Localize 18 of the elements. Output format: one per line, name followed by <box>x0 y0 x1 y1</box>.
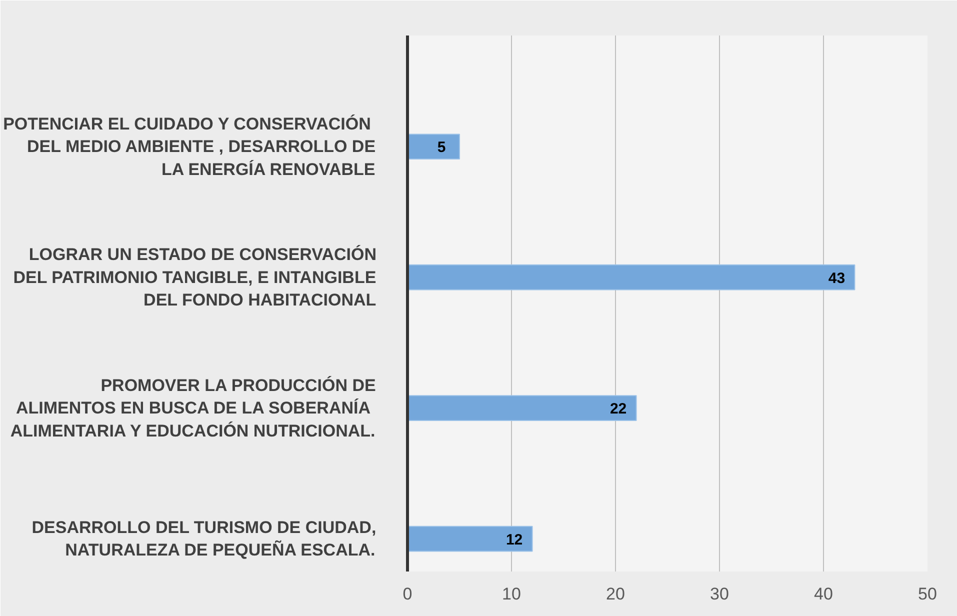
x-tick-label: 40 <box>814 584 833 604</box>
x-tick-label: 50 <box>918 584 937 604</box>
x-tick-label: 20 <box>606 584 625 604</box>
data-label: 12 <box>506 531 523 548</box>
data-label: 5 <box>437 139 446 156</box>
bar <box>408 264 856 290</box>
bar <box>408 134 460 160</box>
y-tick-label: POTENCIAR EL CUIDADO Y CONSERVACIÓN DEL MEDIO AMBIENTE , DESARROLLO DE LA ENERGÍA RENOVABLE <box>3 113 376 179</box>
x-tick-label: 10 <box>502 584 521 604</box>
y-tick-label: DESARROLLO DEL TURISMO DE CIUDAD, NATURALEZA DE PEQUEÑA ESCALA. <box>32 518 376 560</box>
data-label: 43 <box>828 270 846 287</box>
bar <box>408 395 637 422</box>
x-tick-label: 0 <box>402 584 412 604</box>
y-tick-label: PROMOVER LA PRODUCCIÓN DE ALIMENTOS EN BUSCA DE LA SOBERANÍA ALIMENTARIA Y EDUCACIÓN NUTRICIONAL. <box>10 374 376 440</box>
x-tick-label: 30 <box>710 584 729 604</box>
bar <box>408 526 533 552</box>
y-tick-label: LOGRAR UN ESTADO DE CONSERVACIÓN DEL PATRIMONIO TANGIBLE, E INTANGIBLE DEL FONDO HABITACIONAL <box>13 244 377 310</box>
data-label: 22 <box>610 400 627 418</box>
